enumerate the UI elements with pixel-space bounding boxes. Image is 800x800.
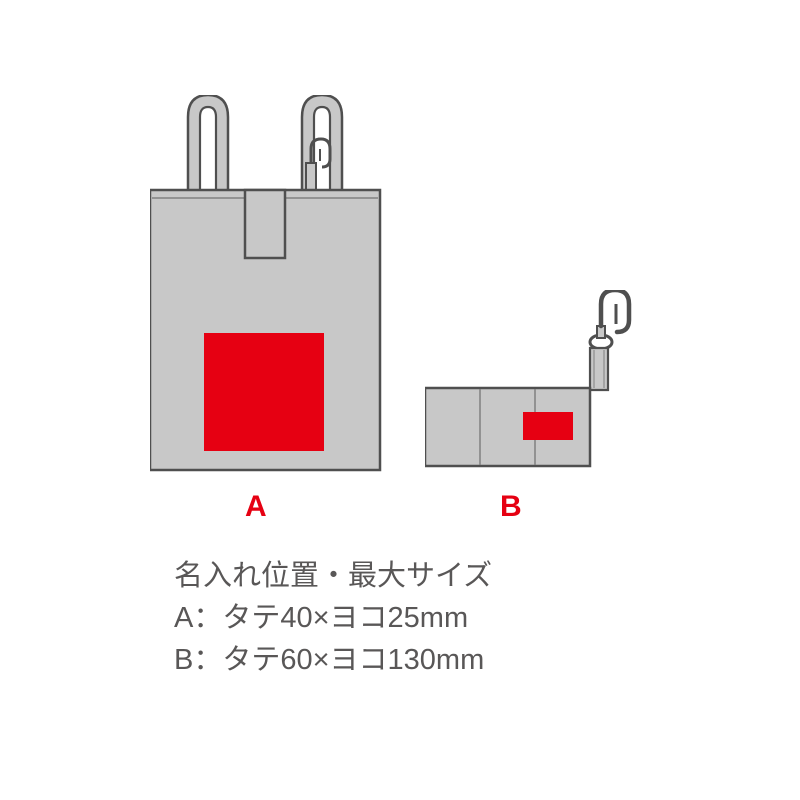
bag-a-print-area <box>204 333 324 451</box>
bag-b-print-area <box>523 412 573 440</box>
caption-line-2: A：タテ40×ヨコ25mm <box>174 597 492 639</box>
label-a: A <box>245 490 267 524</box>
diagram-stage: A B 名入れ位置・最大サイズ A：タテ40×ヨコ25mm B：タテ60×ヨコ1… <box>0 0 800 800</box>
bag-a-flap <box>245 190 285 258</box>
bag-a <box>150 95 400 475</box>
label-b: B <box>500 490 522 524</box>
caption-block: 名入れ位置・最大サイズ A：タテ40×ヨコ25mm B：タテ60×ヨコ130mm <box>174 555 492 681</box>
caption-line-1: 名入れ位置・最大サイズ <box>174 555 492 597</box>
bag-b <box>425 290 640 475</box>
bag-b-clip <box>590 290 629 349</box>
bag-b-strap <box>590 348 608 390</box>
caption-line-3: B：タテ60×ヨコ130mm <box>174 639 492 681</box>
